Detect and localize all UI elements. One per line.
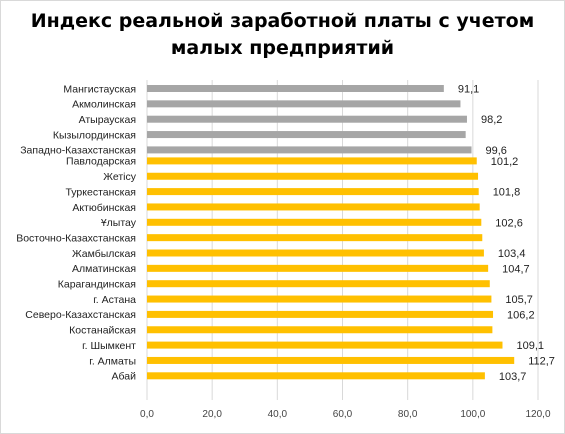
category-label: Абай	[112, 371, 137, 383]
bar	[147, 146, 472, 154]
category-label: Кызылординская	[53, 129, 136, 141]
data-label: 101,2	[491, 156, 519, 168]
data-label: 98,2	[481, 114, 502, 126]
bar	[147, 264, 489, 272]
data-label: 99,6	[486, 145, 507, 157]
category-label: Актюбинская	[72, 202, 136, 214]
category-label: Жетісу	[103, 171, 136, 183]
category-label: г. Шымкент	[82, 340, 136, 352]
category-label: Жамбылская	[72, 248, 136, 260]
bar	[147, 310, 494, 318]
bar	[147, 280, 490, 288]
category-label: Атырауская	[79, 114, 136, 126]
category-label: г. Астана	[93, 294, 136, 306]
data-label: 112,7	[528, 355, 555, 367]
bar	[147, 372, 485, 380]
category-label: Западно-Казахстанская	[20, 145, 136, 157]
x-tick-label: 80,0	[398, 409, 418, 420]
bar	[147, 115, 467, 123]
data-label: 103,7	[499, 371, 527, 383]
category-label: Северо-Казахстанская	[25, 309, 136, 321]
bar	[147, 341, 503, 349]
category-label: Павлодарская	[66, 156, 136, 168]
data-label: 102,6	[495, 217, 523, 229]
bar	[147, 249, 484, 257]
x-tick-label: 120,0	[525, 409, 550, 420]
data-label: 109,1	[516, 340, 544, 352]
data-label: 104,7	[502, 263, 530, 275]
category-label: Восточно-Казахстанская	[16, 232, 136, 244]
category-label: Алматинская	[72, 263, 136, 275]
category-label: Мангистауская	[63, 83, 136, 95]
data-label: 105,7	[505, 294, 533, 306]
bar	[147, 218, 482, 226]
bar	[147, 85, 444, 92]
x-tick-label: 40,0	[268, 409, 288, 420]
category-label: г. Алматы	[89, 355, 136, 367]
data-label: 91,1	[458, 84, 479, 96]
chart-title: Индекс реальной заработной платы с учето…	[30, 10, 535, 59]
x-tick-label: 0,0	[140, 409, 154, 420]
bar	[147, 356, 515, 364]
bar	[147, 131, 466, 139]
bar	[147, 203, 480, 211]
bar	[147, 157, 477, 165]
x-tick-label: 60,0	[333, 409, 353, 420]
bar	[147, 295, 492, 303]
x-tick-label: 20,0	[202, 409, 222, 420]
category-label: Туркестанская	[65, 186, 136, 198]
bar	[147, 100, 461, 108]
bar	[147, 326, 493, 334]
x-tick-label: 100,0	[460, 409, 485, 420]
category-label: Ұлытау	[101, 217, 137, 229]
category-label: Карагандинская	[58, 279, 136, 291]
category-label: Костанайская	[69, 325, 136, 337]
data-label: 101,8	[493, 187, 521, 199]
bar	[147, 172, 479, 180]
data-label: 103,4	[498, 248, 526, 260]
data-label: 106,2	[507, 309, 535, 321]
bar	[147, 234, 483, 242]
category-label: Акмолинская	[72, 99, 136, 111]
bar	[147, 188, 479, 196]
